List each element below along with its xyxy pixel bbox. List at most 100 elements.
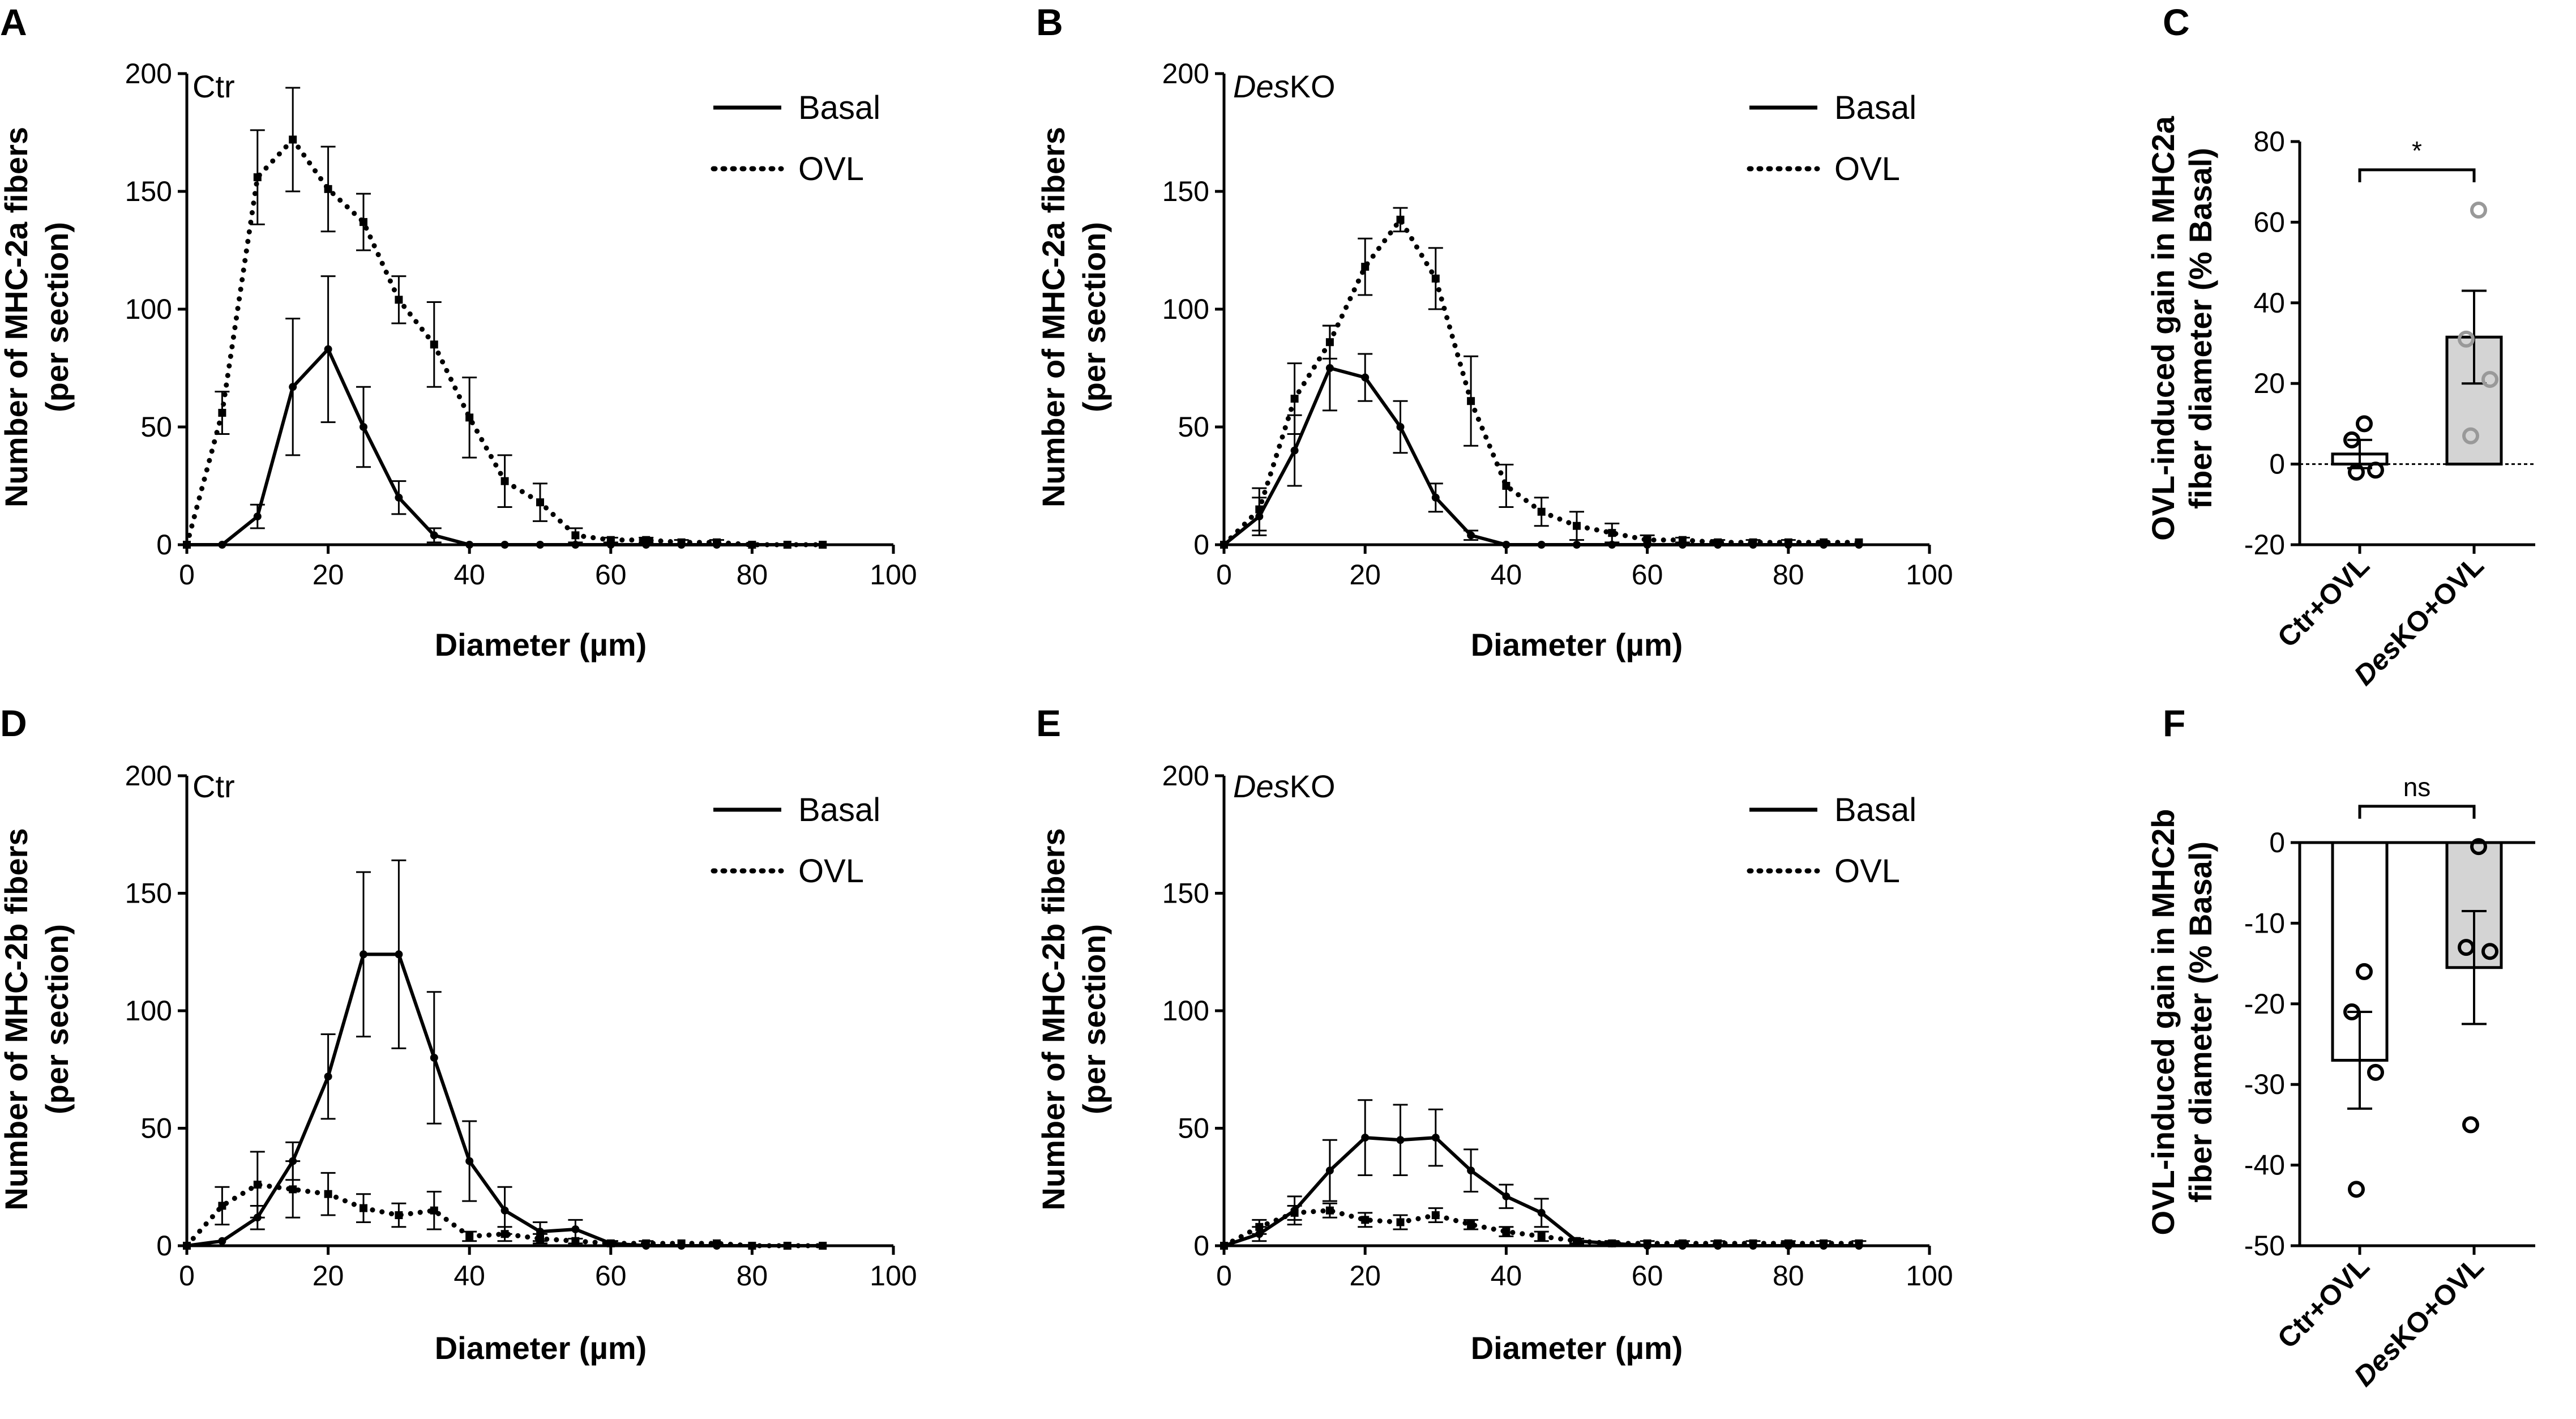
y-axis-title-line1: Number of MHC-2b fibers bbox=[1035, 828, 1071, 1210]
y-axis-title-line2: (per section) bbox=[1076, 222, 1112, 412]
data-point-ovl bbox=[677, 1239, 686, 1247]
data-point-ovl bbox=[748, 541, 756, 549]
data-point-ovl bbox=[253, 1181, 262, 1189]
data-point-ovl bbox=[1396, 1218, 1405, 1226]
x-tick-label-rest: KO+OVL bbox=[2385, 1250, 2490, 1356]
series-line-ovl bbox=[1221, 217, 1862, 548]
y-tick-label: 0 bbox=[2269, 827, 2285, 858]
legend: Basal OVL bbox=[1747, 89, 1916, 187]
data-point-ovl bbox=[1255, 1223, 1264, 1231]
data-point-ovl bbox=[783, 541, 791, 549]
chart-subtitle: Ctr bbox=[192, 69, 235, 104]
data-point-ovl bbox=[1714, 538, 1722, 546]
y-tick-label: -10 bbox=[2244, 907, 2285, 939]
y-axis-title-line2: (per section) bbox=[39, 924, 75, 1114]
data-point bbox=[2367, 1063, 2384, 1081]
data-point-ovl bbox=[430, 340, 438, 349]
data-point-basal bbox=[324, 1072, 332, 1081]
data-point-ovl bbox=[606, 1239, 615, 1247]
data-point-basal bbox=[1467, 531, 1475, 540]
data-point-ovl bbox=[713, 1239, 721, 1247]
data-point-basal bbox=[465, 1157, 474, 1165]
data-point-basal bbox=[360, 423, 367, 431]
data-point bbox=[2343, 1003, 2360, 1021]
y-tick-label: 100 bbox=[1162, 995, 1209, 1027]
data-point-ovl bbox=[1820, 538, 1828, 546]
data-point bbox=[2458, 939, 2475, 956]
data-point-basal bbox=[1361, 1134, 1370, 1142]
y-tick-label: 40 bbox=[2253, 287, 2285, 319]
data-point-ovl bbox=[536, 1234, 544, 1243]
data-point-basal bbox=[1537, 1208, 1546, 1217]
data-point-ovl bbox=[1502, 482, 1510, 490]
data-point-basal bbox=[253, 512, 262, 521]
y-tick-label: 0 bbox=[156, 1230, 172, 1262]
x-tick-label: 100 bbox=[870, 559, 917, 591]
data-point-basal bbox=[1502, 541, 1510, 549]
data-point-ovl bbox=[1678, 536, 1687, 544]
data-point bbox=[2343, 431, 2360, 448]
data-point-ovl bbox=[536, 498, 544, 507]
y-axis-title-line1: OVL-induced gain in MHC2a bbox=[2145, 116, 2181, 541]
data-point-ovl bbox=[1325, 1206, 1334, 1215]
legend-label-ovl: OVL bbox=[1834, 853, 1900, 890]
data-point-ovl bbox=[1361, 263, 1370, 271]
data-point-ovl bbox=[360, 218, 367, 226]
x-axis-title: Diameter (µm) bbox=[1471, 1330, 1683, 1366]
x-tick-label: Ctr+OVL bbox=[2271, 1250, 2376, 1354]
legend-label-basal: Basal bbox=[798, 89, 880, 126]
data-point-ovl bbox=[1678, 1239, 1687, 1247]
significance-bracket bbox=[2358, 805, 2476, 819]
panel-label-f: F bbox=[2163, 702, 2185, 744]
data-point-basal bbox=[1290, 446, 1299, 455]
series-line-basal bbox=[1222, 1136, 1861, 1247]
data-point-ovl bbox=[1361, 1216, 1370, 1224]
data-point-basal bbox=[500, 1206, 509, 1215]
data-point-ovl bbox=[1643, 1239, 1651, 1247]
panel-label-e: E bbox=[1036, 702, 1061, 744]
data-point-ovl bbox=[1749, 538, 1757, 546]
data-point-basal bbox=[1573, 541, 1581, 549]
y-axis-title-line2: (per section) bbox=[39, 222, 75, 412]
data-point-ovl bbox=[1325, 338, 1334, 347]
y-tick-label: 20 bbox=[2253, 367, 2285, 399]
x-tick-label: 80 bbox=[737, 1260, 768, 1292]
x-tick-label: 40 bbox=[453, 1260, 485, 1292]
y-tick-label: 200 bbox=[1162, 760, 1209, 792]
data-point-basal bbox=[1361, 373, 1370, 382]
x-tick-label: 100 bbox=[1906, 559, 1953, 591]
data-point bbox=[2470, 838, 2487, 856]
data-point-basal bbox=[289, 383, 297, 391]
data-point-basal bbox=[1431, 1134, 1440, 1142]
data-point-ovl bbox=[218, 409, 226, 417]
y-tick-label: 100 bbox=[125, 293, 172, 325]
data-point-ovl bbox=[1220, 541, 1228, 549]
y-tick-label: -20 bbox=[2244, 988, 2285, 1020]
data-point-ovl bbox=[500, 477, 509, 485]
y-axis-title-line2: fiber diameter (% Basal) bbox=[2183, 148, 2218, 509]
data-point-ovl bbox=[677, 538, 686, 546]
legend-label-ovl: OVL bbox=[1834, 151, 1900, 187]
y-tick-label: 0 bbox=[1193, 1230, 1209, 1262]
y-axis-title-line1: Number of MHC-2a fibers bbox=[1035, 127, 1071, 507]
legend-label-ovl: OVL bbox=[798, 853, 864, 890]
data-point bbox=[2481, 943, 2498, 960]
data-point-ovl bbox=[1749, 1239, 1757, 1247]
x-axis-title: Diameter (µm) bbox=[1471, 627, 1683, 663]
data-point bbox=[2462, 1116, 2479, 1134]
x-tick-label: 0 bbox=[1216, 1260, 1232, 1292]
data-point-ovl bbox=[1855, 538, 1863, 546]
data-point bbox=[2481, 371, 2498, 388]
data-point-basal bbox=[1537, 541, 1546, 549]
y-tick-label: -40 bbox=[2244, 1149, 2285, 1181]
x-tick-label: 40 bbox=[1491, 1260, 1522, 1292]
x-tick-label: 20 bbox=[1349, 1260, 1381, 1292]
data-point-basal bbox=[571, 1225, 580, 1233]
y-tick-label: 50 bbox=[1178, 411, 1209, 443]
y-tick-label: -50 bbox=[2244, 1230, 2285, 1262]
x-tick-label: 0 bbox=[179, 559, 195, 591]
panel-label-b: B bbox=[1036, 1, 1063, 43]
data-point-ovl bbox=[1290, 1208, 1299, 1217]
y-axis-title-line1: OVL-induced gain in MHC2b bbox=[2145, 809, 2181, 1236]
